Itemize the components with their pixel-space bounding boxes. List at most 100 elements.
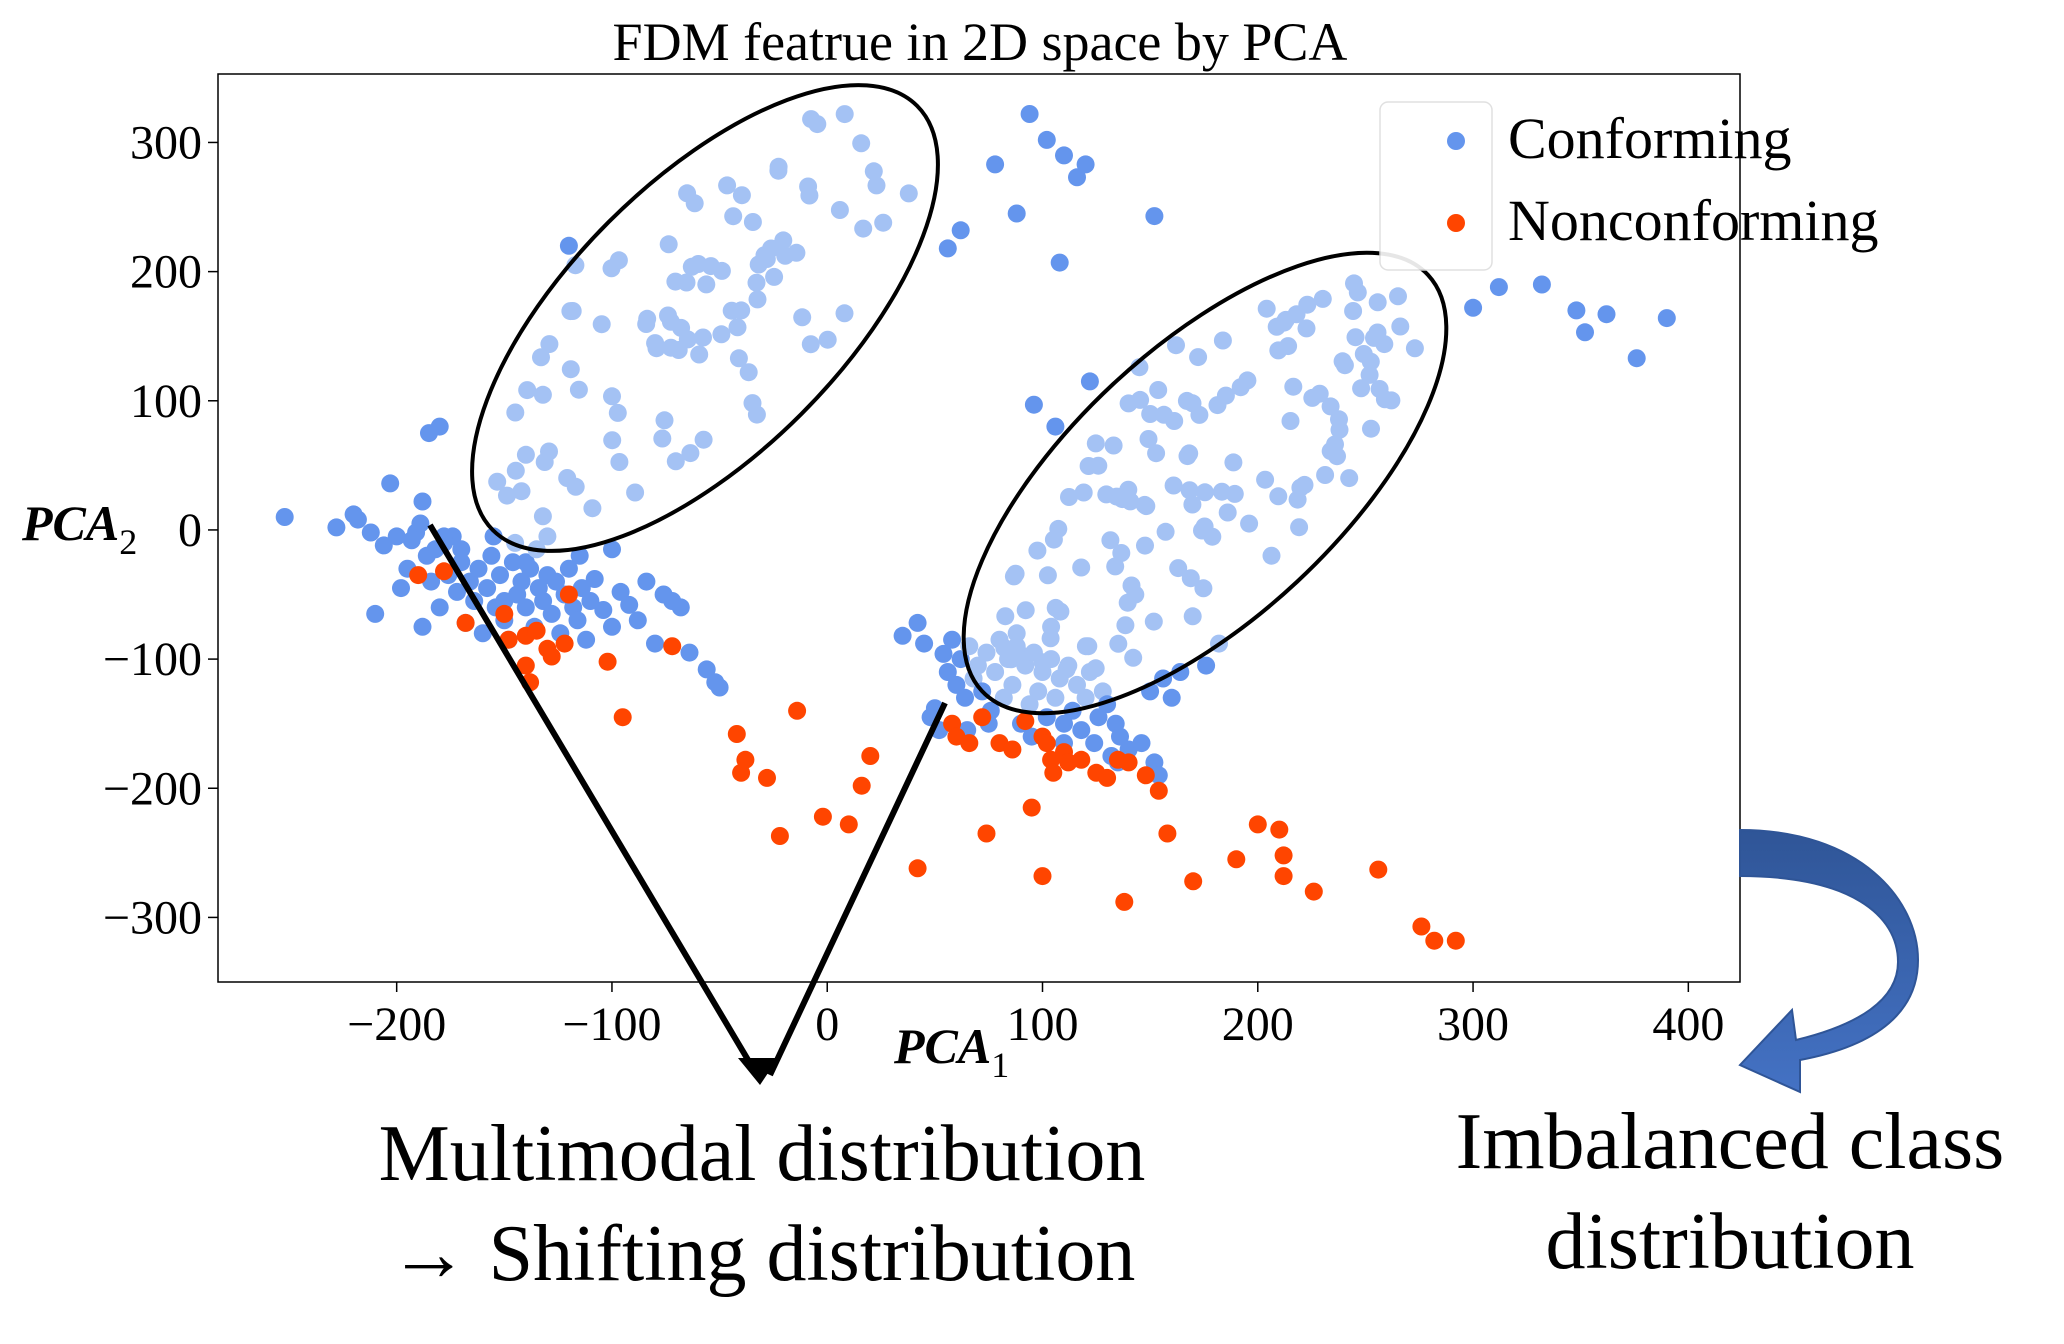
arrow-line-left [427,523,760,1077]
conforming-point [986,155,1005,174]
nonconforming-point [1003,740,1022,759]
nonconforming-point [1022,798,1041,817]
highlighted-conforming-point [1038,566,1057,585]
highlighted-conforming-point [1218,503,1237,522]
highlighted-conforming-point [603,387,621,406]
highlighted-conforming-point [748,290,767,309]
conforming-point [1029,682,1048,701]
highlighted-conforming-point [1368,293,1387,312]
highlighted-conforming-point [774,231,793,250]
conforming-point [1059,656,1078,675]
conforming-point [516,598,535,617]
highlighted-conforming-point [1269,341,1288,360]
highlighted-conforming-point [1190,405,1209,424]
nonconforming-point [1016,712,1035,731]
highlighted-conforming-point [1101,531,1120,550]
y-tick-label: −300 [103,891,202,944]
highlighted-conforming-point [1333,352,1352,371]
highlighted-conforming-point [1004,567,1023,586]
conforming-point [1197,656,1216,675]
conforming-point [710,678,729,697]
conforming-point [934,644,953,663]
highlighted-conforming-point [1225,484,1244,503]
conforming-point [1042,650,1061,669]
highlighted-conforming-point [729,349,748,368]
highlighted-conforming-point [1109,634,1128,653]
conforming-point [1489,278,1508,297]
highlighted-conforming-point [1360,365,1379,384]
conforming-point [999,650,1018,669]
nonconforming-point [559,585,578,604]
highlighted-conforming-point [1060,488,1078,506]
conforming-point [559,559,578,578]
conforming-point [680,643,699,662]
conforming-point [603,617,621,636]
highlighted-conforming-point [1316,466,1335,484]
conforming-point [473,624,492,643]
highlighted-conforming-point [1330,410,1348,429]
conforming-point [1016,656,1035,675]
nonconforming-point [1158,824,1177,843]
conforming-point [1050,669,1069,688]
conforming-point [893,626,912,645]
conforming-point [1567,301,1586,320]
nonconforming-point [770,827,789,845]
annotation-multimodal-line1: Multimodal distribution [379,1110,1146,1198]
conforming-point [482,546,501,565]
conforming-point [1024,395,1043,414]
y-tick-label: 0 [178,504,202,557]
conforming-point [908,613,927,632]
legend-marker-conforming [1447,132,1465,150]
nonconforming-point [663,637,682,656]
highlighted-conforming-point [1028,541,1047,560]
conforming-point [1020,695,1039,714]
highlighted-conforming-point [1224,453,1243,472]
x-tick-label: 300 [1437,998,1509,1051]
y-axis-label-sub: 2 [119,522,137,562]
highlighted-conforming-point [776,246,795,265]
highlighted-conforming-point [1016,601,1035,620]
conforming-point [484,527,503,546]
conforming-point [956,688,974,707]
conforming-point [943,630,962,649]
highlighted-conforming-point [626,483,645,502]
nonconforming-point [1149,781,1168,800]
highlighted-conforming-point [1046,598,1065,617]
conforming-point [1464,298,1483,317]
highlighted-conforming-point [874,213,893,232]
legend-marker-nonconforming [1447,214,1465,232]
nonconforming-point [516,656,535,675]
conforming-point [646,634,664,653]
x-axis-label: PCA1 [893,1018,1009,1085]
conforming-point [697,660,716,679]
conforming-point [1597,305,1616,324]
conforming-point [585,570,604,588]
highlighted-conforming-point [1195,517,1214,536]
highlighted-conforming-point [1346,328,1365,347]
nonconforming-point [977,824,996,843]
conforming-point [448,582,466,601]
conforming-point [1007,204,1026,223]
nonconforming-point [1248,815,1267,834]
conforming-point [1007,637,1026,656]
highlighted-conforming-point [1141,405,1160,423]
highlighted-conforming-point [1257,299,1276,318]
highlighted-conforming-point [689,255,708,273]
y-axis-label: PCA2 [21,495,137,562]
highlighted-conforming-point [743,213,762,231]
annotation-imbalanced-line1: Imbalanced class [1456,1098,2005,1186]
highlighted-conforming-point [677,273,696,292]
highlighted-conforming-point [1213,331,1232,350]
conforming-point [915,634,934,653]
x-tick-label: 100 [1007,998,1079,1051]
nonconforming-point [435,562,453,581]
y-tick-label: −100 [103,633,202,686]
conforming-point [1119,394,1138,413]
highlighted-conforming-point [1147,444,1166,463]
conforming-point [1080,663,1099,681]
highlighted-conforming-point [1389,287,1407,306]
highlighted-conforming-point [1313,289,1332,308]
conforming-point [413,617,432,636]
conforming-point [1050,253,1069,272]
highlighted-conforming-point [561,360,580,379]
